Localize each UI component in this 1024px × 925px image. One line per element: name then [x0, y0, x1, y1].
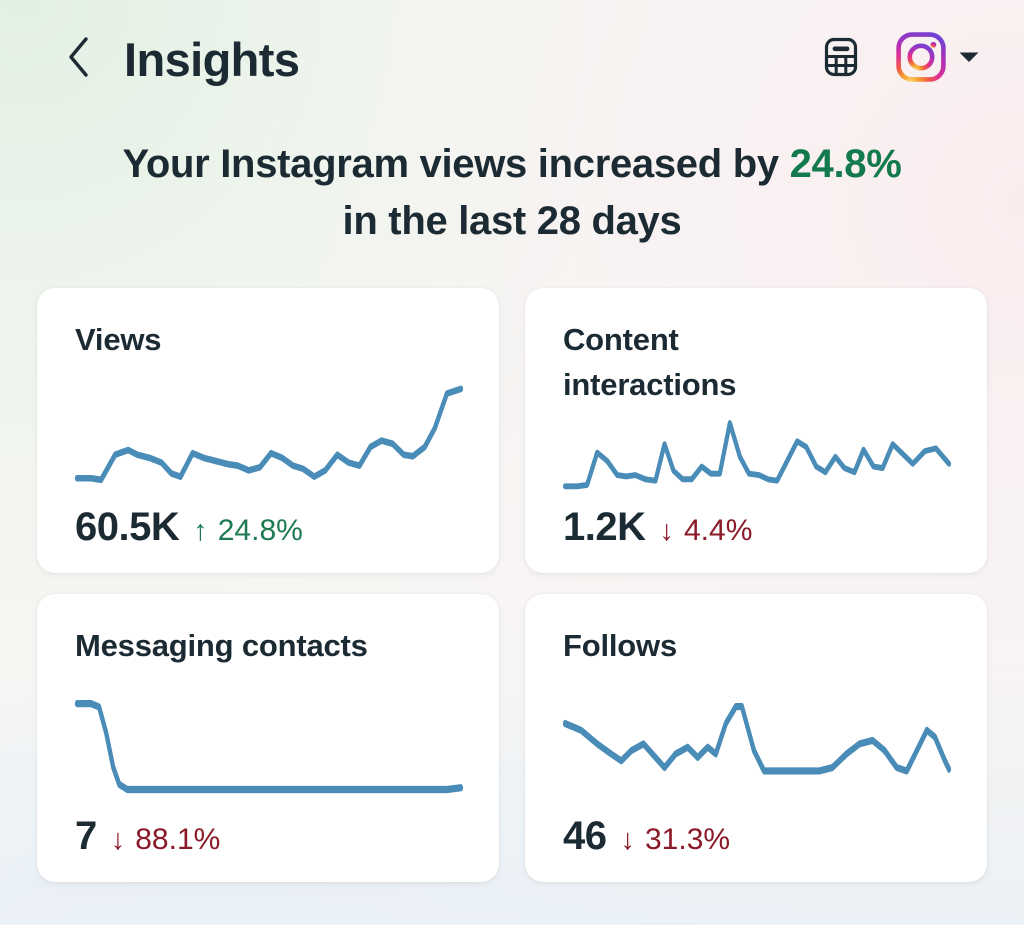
arrow-down-icon: ↓ — [110, 823, 126, 856]
metric-delta: ↓ 31.3% — [620, 822, 731, 856]
arrow-up-icon: ↑ — [193, 514, 208, 547]
back-button[interactable] — [56, 36, 100, 83]
metric-card-footer: 1.2K ↓ 4.4% — [563, 507, 951, 547]
metric-cards-grid: Views 60.5K ↑ 24.8% Content interactions — [37, 287, 987, 882]
instagram-icon — [895, 31, 947, 88]
headline-prefix: Your Instagram views increased by — [122, 142, 790, 186]
metric-value: 1.2K — [563, 504, 646, 549]
calendar-grid-icon — [819, 35, 863, 84]
date-range-button[interactable] — [819, 35, 863, 84]
headline-suffix: in the last 28 days — [342, 198, 682, 243]
metric-card-title: Follows — [563, 627, 677, 663]
metric-delta: ↑ 24.8% — [193, 513, 303, 547]
metric-delta-value: 24.8% — [217, 513, 303, 547]
app-header: Insights — [0, 0, 1024, 118]
metric-card-footer: 7 ↓ 88.1% — [75, 816, 463, 856]
sparkline-messaging-contacts — [74, 695, 464, 808]
metric-delta-value: 31.3% — [645, 822, 731, 856]
metric-card-footer: 60.5K ↑ 24.8% — [75, 507, 463, 547]
sparkline-views — [74, 381, 464, 499]
metric-card-messaging-contacts[interactable]: Messaging contacts 7 ↓ 88.1% — [37, 593, 499, 882]
metric-value: 46 — [563, 813, 607, 858]
metric-card-title: Views — [75, 321, 162, 357]
sparkline-follows — [562, 693, 952, 808]
sparkline-content-interactions — [562, 409, 952, 498]
metric-card-content-interactions[interactable]: Content interactions 1.2K ↓ 4.4% — [525, 287, 987, 573]
header-actions — [819, 31, 980, 88]
metric-value: 7 — [75, 813, 97, 858]
metric-card-footer: 46 ↓ 31.3% — [563, 816, 951, 856]
metric-card-title: Content interactions — [563, 321, 737, 402]
page-title: Insights — [124, 32, 300, 86]
metric-value: 60.5K — [75, 504, 180, 549]
insights-headline: Your Instagram views increased by 24.8% … — [32, 136, 992, 250]
metric-card-follows[interactable]: Follows 46 ↓ 31.3% — [525, 593, 987, 882]
metric-delta-value: 88.1% — [135, 822, 221, 856]
metric-card-title: Messaging contacts — [75, 627, 368, 663]
metric-delta: ↓ 88.1% — [110, 822, 221, 856]
metric-card-views[interactable]: Views 60.5K ↑ 24.8% — [37, 287, 499, 573]
account-selector[interactable] — [895, 31, 980, 88]
chevron-down-icon — [958, 50, 980, 69]
headline-percent: 24.8% — [789, 142, 902, 186]
arrow-down-icon: ↓ — [620, 823, 636, 856]
chevron-left-icon — [65, 36, 91, 83]
metric-delta-value: 4.4% — [684, 513, 753, 547]
arrow-down-icon: ↓ — [659, 514, 675, 547]
metric-delta: ↓ 4.4% — [659, 513, 753, 547]
